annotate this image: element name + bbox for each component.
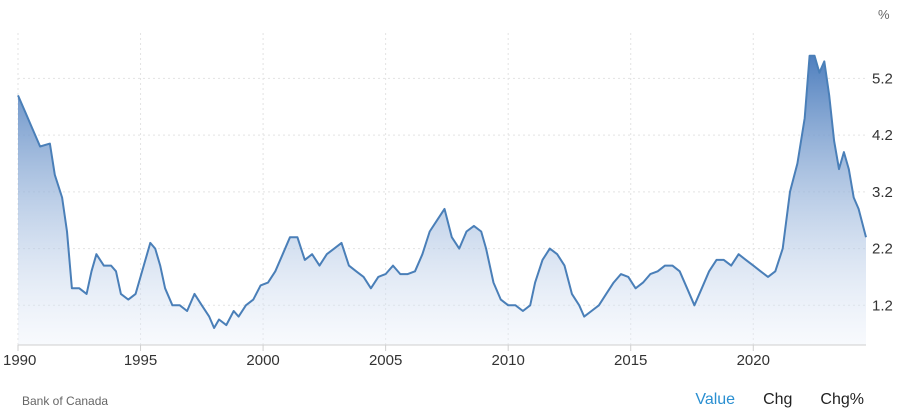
tab-bar: Value Chg Chg%	[667, 391, 864, 409]
x-tick-label: 1990	[3, 352, 36, 369]
x-tick-label: 2000	[246, 352, 279, 369]
tab-chg[interactable]: Chg	[763, 391, 793, 408]
y-tick-label: 5.2	[872, 70, 893, 87]
y-tick-label: 3.2	[872, 184, 893, 201]
series-area-fill	[18, 55, 866, 345]
footer: Bank of Canada Value Chg Chg%	[0, 385, 900, 417]
x-tick-label: 2015	[614, 352, 647, 369]
axes: 1.2 2.2 3.2 4.2 5.2 1990 1995 2000 2005 2010 2015 2…	[3, 70, 893, 369]
unit-label: %	[878, 7, 890, 22]
series-line	[17, 54, 867, 329]
source-label: Bank of Canada	[22, 394, 109, 408]
x-tick-label: 2020	[737, 352, 770, 369]
y-tick-label: 1.2	[872, 297, 893, 314]
tab-value[interactable]: Value	[695, 391, 736, 408]
x-tick-label: 1995	[124, 352, 157, 369]
x-tick-label: 2010	[491, 352, 524, 369]
tab-chg-percent[interactable]: Chg%	[820, 391, 864, 408]
y-tick-label: 2.2	[872, 241, 893, 258]
x-tick-label: 2005	[369, 352, 402, 369]
data-area	[17, 54, 867, 345]
y-tick-label: 4.2	[872, 127, 893, 144]
